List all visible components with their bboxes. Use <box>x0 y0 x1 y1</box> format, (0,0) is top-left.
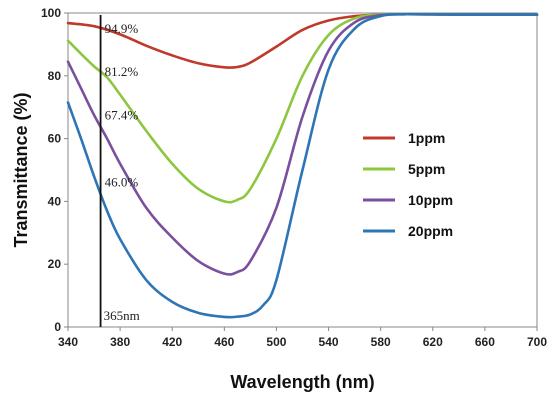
x-tick-label: 540 <box>319 335 339 349</box>
y-tick-label: 100 <box>41 6 61 20</box>
x-axis-ticks: 340 380 420 460 500 540 580 620 660 700 <box>58 327 547 349</box>
legend-label: 5ppm <box>408 161 445 177</box>
annotation-label: 46.0% <box>105 175 139 190</box>
y-tick-label: 40 <box>48 194 62 208</box>
y-tick-label: 0 <box>54 320 61 334</box>
plot-area-border <box>67 12 538 328</box>
y-tick-label: 80 <box>48 69 62 83</box>
series-line-1ppm <box>66 12 539 70</box>
y-tick-label: 60 <box>48 132 62 146</box>
x-axis-title: Wavelength (nm) <box>230 372 374 392</box>
y-tick-label: 20 <box>48 257 62 271</box>
x-tick-label: 340 <box>58 335 78 349</box>
legend-label: 10ppm <box>408 192 453 208</box>
x-tick-label: 420 <box>162 335 182 349</box>
annotations: 94.9% 81.2% 67.4% 46.0% <box>105 21 139 190</box>
x-tick-label: 700 <box>527 335 547 349</box>
reference-line-group: 365nm <box>99 15 140 327</box>
x-tick-label: 620 <box>423 335 443 349</box>
x-tick-label: 380 <box>110 335 130 349</box>
x-tick-label: 660 <box>475 335 495 349</box>
plot-frame <box>67 12 538 328</box>
series-line-20ppm <box>66 12 539 319</box>
x-tick-label: 580 <box>371 335 391 349</box>
y-axis-ticks: 0 20 40 60 80 100 <box>41 6 68 334</box>
annotation-label: 67.4% <box>105 107 139 122</box>
y-axis-title: Transmittance (%) <box>11 92 31 247</box>
annotation-label: 94.9% <box>105 21 139 36</box>
x-tick-label: 460 <box>214 335 234 349</box>
annotation-label: 81.2% <box>105 64 139 79</box>
series-line-10ppm <box>66 12 539 276</box>
legend: 1ppm 5ppm 10ppm 20ppm <box>363 130 453 239</box>
legend-label: 1ppm <box>408 130 445 146</box>
legend-label: 20ppm <box>408 223 453 239</box>
series-lines <box>66 12 539 319</box>
x-tick-label: 500 <box>266 335 286 349</box>
reference-line-label: 365nm <box>104 308 140 323</box>
